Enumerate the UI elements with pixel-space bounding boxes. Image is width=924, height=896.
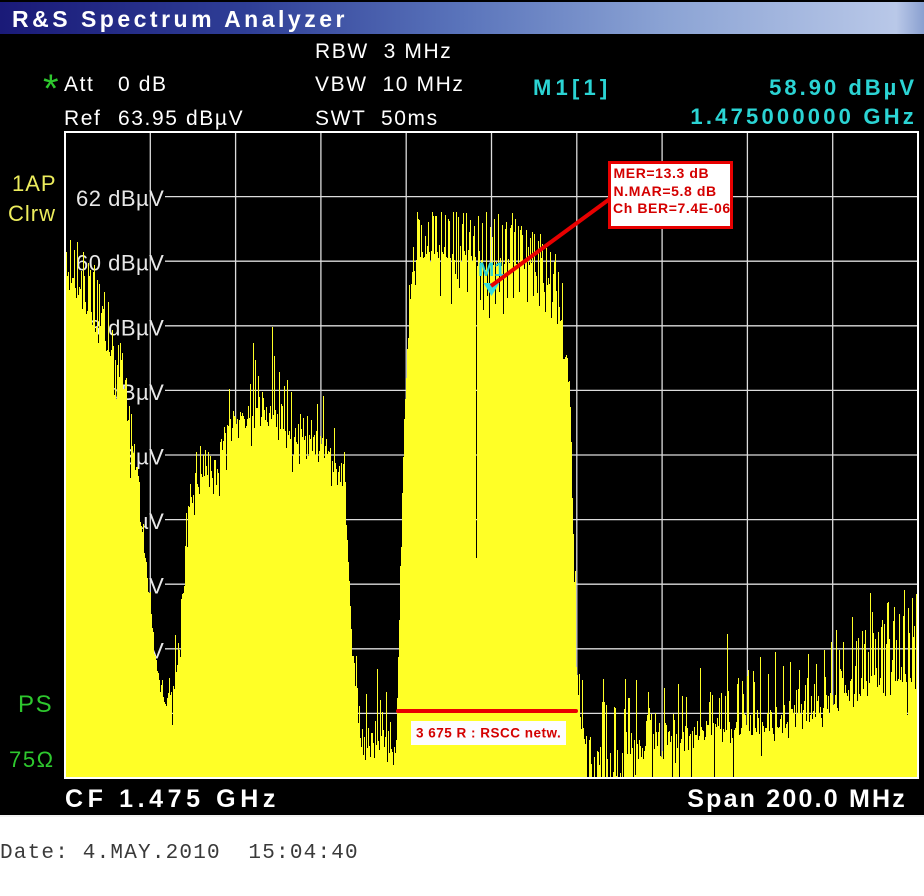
svg-text:62 dBµV: 62 dBµV (76, 186, 164, 211)
svg-text:MER=13.3 dB: MER=13.3 dB (614, 165, 710, 181)
svg-text:M1: M1 (478, 259, 505, 281)
svg-text:N.MAR=5.8 dB: N.MAR=5.8 dB (614, 183, 717, 199)
svg-text:60 dBµV: 60 dBµV (76, 251, 164, 276)
svg-text:3 675 R : RSCC netw.: 3 675 R : RSCC netw. (416, 726, 561, 741)
svg-text:Ch BER=7.4E-06: Ch BER=7.4E-06 (613, 200, 731, 216)
